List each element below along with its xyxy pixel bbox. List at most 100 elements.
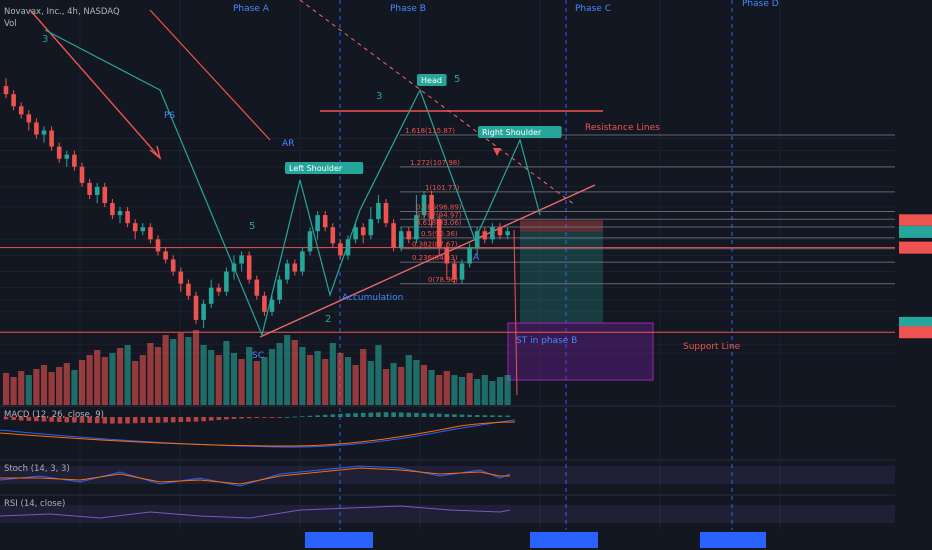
volume-bar bbox=[405, 355, 412, 405]
candle-body bbox=[452, 263, 457, 280]
macd-histogram-bar bbox=[284, 417, 290, 418]
fib-label: 1.272(107.98) bbox=[410, 159, 460, 167]
candle-body bbox=[505, 231, 510, 236]
macd-histogram-bar bbox=[277, 417, 282, 418]
candle-body bbox=[117, 211, 123, 216]
stoch-d-line bbox=[0, 467, 510, 485]
macd-histogram-bar bbox=[292, 416, 298, 418]
volume-bar bbox=[413, 360, 420, 405]
macd-histogram-bar bbox=[148, 417, 153, 423]
volume-bar bbox=[436, 375, 443, 405]
macd-histogram-bar bbox=[459, 414, 465, 417]
fib-label: 0.236(84.33) bbox=[412, 254, 458, 262]
macd-histogram-bar bbox=[254, 417, 260, 418]
candle-body bbox=[360, 227, 366, 236]
volume-bar bbox=[466, 373, 473, 405]
macd-histogram-bar bbox=[79, 417, 85, 423]
volume-bar bbox=[398, 367, 405, 405]
macd-histogram-bar bbox=[345, 413, 351, 417]
volume-bar bbox=[382, 369, 390, 405]
risk-zone bbox=[520, 220, 603, 232]
candle-body bbox=[72, 154, 77, 167]
stoch-title: Stoch (14, 3, 3) bbox=[4, 464, 70, 474]
candle-body bbox=[467, 247, 472, 264]
candle-body bbox=[307, 231, 313, 252]
sell-marker bbox=[493, 148, 501, 156]
volume-bar bbox=[344, 357, 352, 405]
macd-histogram-bar bbox=[315, 415, 320, 417]
candle-body bbox=[300, 251, 305, 272]
volume-bar bbox=[18, 371, 25, 405]
volume-bar bbox=[154, 347, 162, 405]
macd-histogram-bar bbox=[490, 415, 495, 417]
volume-bar bbox=[94, 350, 101, 405]
macd-histogram-bar bbox=[467, 414, 472, 417]
volume-bar bbox=[284, 335, 291, 405]
macd-histogram-bar bbox=[41, 417, 47, 422]
candle-body bbox=[338, 243, 343, 256]
macd-histogram-bar bbox=[132, 417, 138, 424]
macd-histogram-bar bbox=[56, 417, 62, 423]
candle-body bbox=[132, 223, 138, 232]
macd-histogram-bar bbox=[406, 412, 412, 417]
macd-histogram-bar bbox=[216, 417, 222, 420]
macd-histogram-bar bbox=[49, 417, 54, 422]
time-highlight bbox=[305, 532, 373, 548]
candle-body bbox=[421, 194, 427, 216]
candle-body bbox=[269, 299, 275, 312]
macd-histogram-bar bbox=[360, 412, 366, 417]
candle-body bbox=[444, 247, 450, 264]
macd-histogram-bar bbox=[140, 417, 146, 423]
wave-2-label: 2 bbox=[325, 314, 331, 325]
volume-bar bbox=[208, 350, 215, 405]
volume-bar bbox=[25, 375, 32, 405]
wave-5b-label: 5 bbox=[454, 74, 460, 85]
time-highlight bbox=[700, 532, 766, 548]
volume-bar bbox=[147, 343, 154, 405]
macd-histogram-bar bbox=[330, 414, 336, 417]
candle-body bbox=[216, 287, 222, 292]
volume-bar bbox=[451, 375, 458, 405]
macd-histogram-bar bbox=[482, 415, 488, 417]
reward-zone bbox=[520, 231, 603, 323]
wave-zigzag bbox=[44, 29, 541, 337]
support-label: Support Line bbox=[683, 342, 741, 352]
volume-bar bbox=[215, 355, 222, 405]
wave-5-label: 5 bbox=[249, 221, 255, 232]
time-axis-bg bbox=[0, 530, 932, 550]
fib-label: 0(78.96) bbox=[428, 276, 458, 284]
rsi-title: RSI (14, close) bbox=[4, 499, 65, 509]
volume-bar bbox=[109, 353, 116, 405]
volume-bar bbox=[496, 377, 504, 405]
macd-histogram-bar bbox=[178, 417, 184, 423]
macd-histogram-bar bbox=[3, 417, 9, 420]
candle-body bbox=[482, 231, 488, 240]
left-shoulder-badge-bg bbox=[285, 162, 364, 174]
volume-bar bbox=[101, 357, 108, 405]
candle-body bbox=[376, 203, 381, 220]
candle-body bbox=[186, 283, 191, 296]
candle-body bbox=[231, 263, 237, 272]
time-axis bbox=[0, 530, 932, 550]
volume-bar bbox=[2, 373, 10, 405]
candle-body bbox=[246, 255, 252, 280]
candle-body bbox=[140, 227, 146, 232]
wave-3b-label: 3 bbox=[376, 91, 382, 102]
macd-histogram-bar bbox=[34, 417, 39, 422]
macd-histogram-bar bbox=[110, 417, 115, 424]
macd-histogram-bar bbox=[170, 417, 176, 423]
candle-body bbox=[18, 106, 24, 115]
descending-trendline bbox=[299, 0, 576, 206]
grid bbox=[0, 0, 895, 530]
candle-body bbox=[41, 130, 47, 135]
macd-histogram-bar bbox=[269, 417, 275, 418]
macd-histogram-bar bbox=[246, 417, 252, 419]
candle-body bbox=[474, 231, 480, 248]
macd-histogram-bar bbox=[125, 417, 130, 424]
volume-bar bbox=[481, 375, 488, 405]
candle-body bbox=[497, 227, 503, 236]
macd-histogram-bar bbox=[239, 417, 244, 419]
candle-body bbox=[436, 219, 442, 248]
